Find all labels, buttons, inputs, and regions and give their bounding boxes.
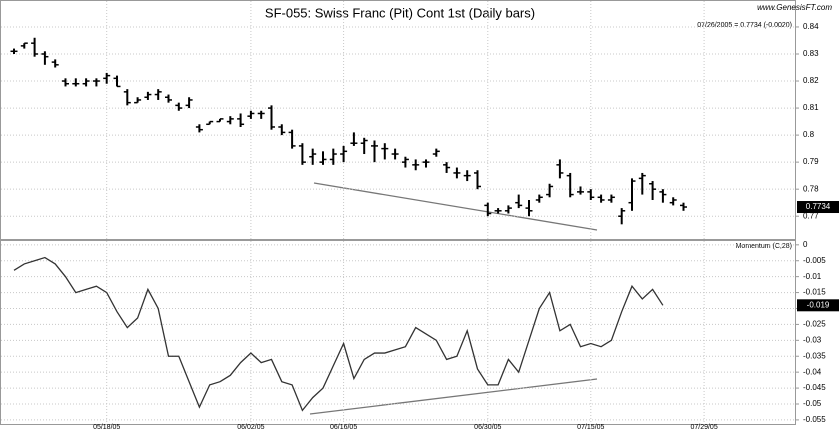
subtitle: 07/26/2005 = 0.7734 (-0.0020) [697, 22, 792, 29]
y-tick-label: -0.04 [803, 367, 822, 376]
last-value-label: 0.7734 [806, 202, 831, 211]
y-tick-label: 0.77 [803, 211, 819, 220]
x-tick-label: 06/16/05 [330, 424, 357, 430]
y-tick-label: -0.055 [803, 415, 826, 424]
last-value-box [797, 299, 839, 312]
y-tick-label: -0.035 [803, 351, 826, 360]
y-tick-label: -0.05 [803, 399, 822, 408]
y-tick-label: 0.84 [803, 22, 819, 31]
y-tick-label: -0.025 [803, 320, 826, 329]
y-tick-label: 0.83 [803, 49, 819, 58]
y-tick-label: 0.81 [803, 103, 819, 112]
y-tick-label: 0.8 [803, 130, 815, 139]
y-tick-label: 0.78 [803, 184, 819, 193]
y-tick-label: -0.045 [803, 383, 826, 392]
momentum-line [13, 256, 664, 412]
y-tick-label: -0.015 [803, 288, 826, 297]
x-tick-label: 06/30/05 [474, 424, 501, 430]
last-value-label: -0.019 [807, 300, 830, 309]
price-panel [0, 0, 796, 240]
trend-line [309, 378, 598, 415]
chart-title: SF-055: Swiss Franc (Pit) Cont 1st (Dail… [265, 5, 535, 20]
y-tick-label: -0.005 [803, 256, 826, 265]
x-tick-label: 06/02/05 [237, 424, 264, 430]
indicator-title: Momentum (C,28) [736, 243, 792, 250]
x-tick-label: 07/15/05 [577, 424, 604, 430]
source: www.GenesisFT.com [757, 3, 832, 12]
x-tick-label: 05/18/05 [93, 424, 120, 430]
trend-line [313, 182, 598, 231]
x-tick-label: 07/29/05 [690, 424, 717, 430]
y-tick-label: 0.82 [803, 76, 819, 85]
y-tick-label: 0.79 [803, 157, 819, 166]
y-tick-label: -0.03 [803, 335, 822, 344]
momentum-panel [0, 240, 796, 425]
y-tick-label: 0 [803, 240, 808, 249]
y-tick-label: -0.01 [803, 272, 822, 281]
last-value-box [797, 201, 839, 214]
